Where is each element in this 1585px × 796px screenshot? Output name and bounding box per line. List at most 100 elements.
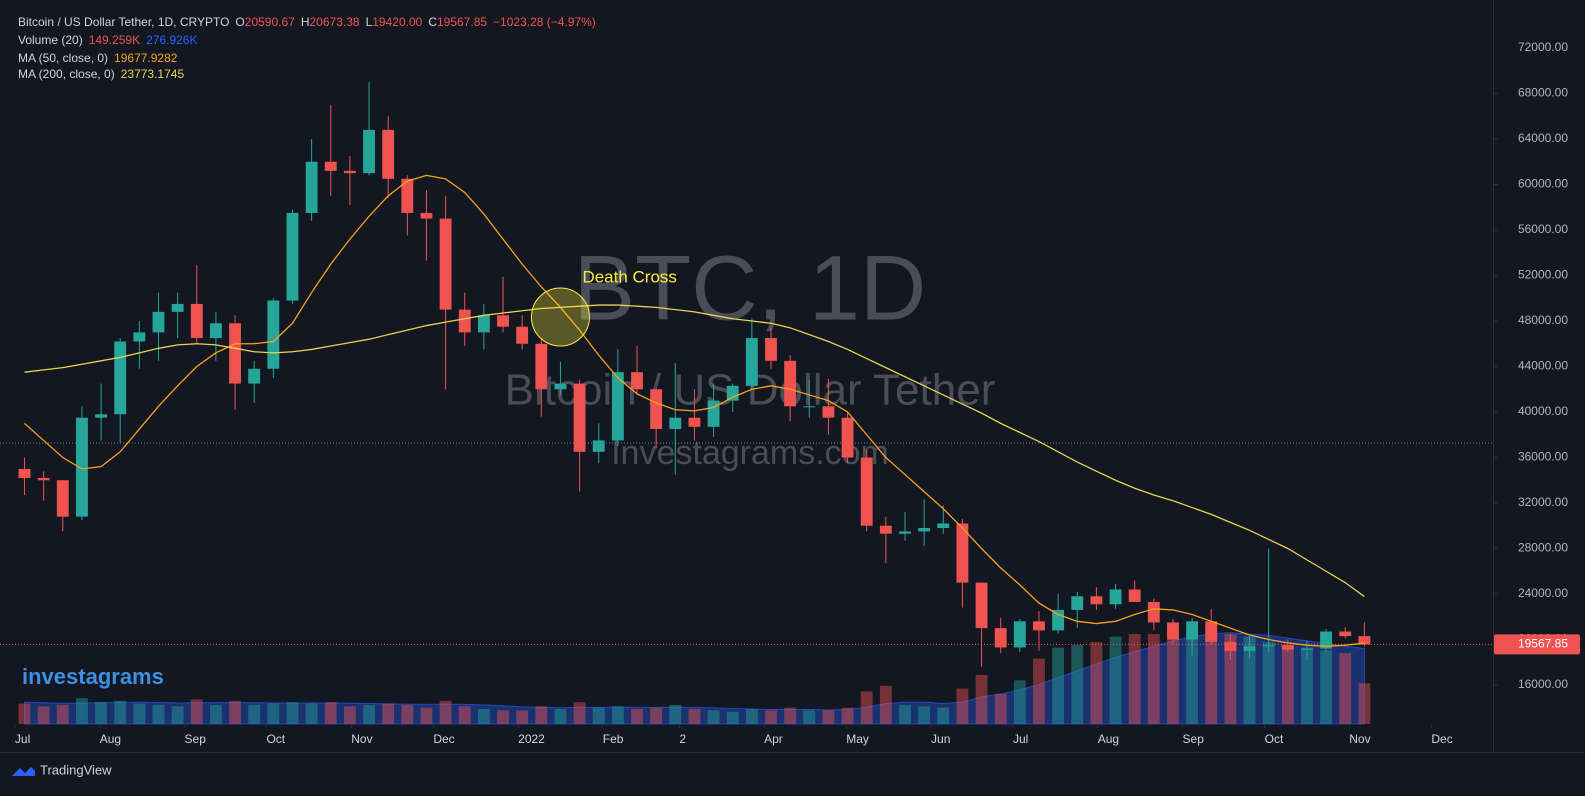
indicator-value: 276.926K bbox=[146, 33, 197, 47]
volume-bar bbox=[860, 691, 873, 724]
candle-body bbox=[879, 525, 892, 534]
volume-bar bbox=[822, 710, 835, 724]
volume-bar bbox=[267, 703, 280, 724]
y-tick-label: 56000.00 bbox=[1518, 222, 1568, 236]
volume-bar bbox=[229, 700, 241, 724]
volume-bar bbox=[305, 703, 318, 724]
footer-brand[interactable]: TradingView bbox=[40, 762, 112, 777]
candle-body bbox=[209, 323, 222, 339]
candle-body bbox=[918, 528, 931, 532]
volume-bar bbox=[1052, 647, 1065, 724]
volume-bar bbox=[1358, 683, 1371, 724]
x-tick-label: Dec bbox=[433, 732, 454, 746]
x-tick-label: 2022 bbox=[518, 732, 545, 746]
y-tick-label: 40000.00 bbox=[1518, 404, 1568, 418]
volume-bar bbox=[1013, 680, 1026, 724]
volume-bar bbox=[879, 685, 892, 724]
candle-body bbox=[1071, 596, 1084, 610]
candle-body bbox=[190, 303, 203, 339]
candle-body bbox=[650, 389, 663, 430]
volume-bar bbox=[669, 704, 682, 724]
volume-bar bbox=[1339, 653, 1352, 724]
candle-body bbox=[267, 300, 280, 369]
volume-bar bbox=[784, 707, 797, 724]
candle-body bbox=[745, 338, 758, 386]
x-tick-label: Nov bbox=[1349, 732, 1370, 746]
volume-bar bbox=[611, 706, 624, 724]
candle-body bbox=[1243, 646, 1256, 651]
candle-body bbox=[516, 326, 529, 344]
candle-body bbox=[305, 161, 318, 213]
x-tick-label: Jun bbox=[931, 732, 950, 746]
candle-body bbox=[956, 523, 969, 583]
candle-body bbox=[95, 414, 107, 418]
symbol: Bitcoin / US Dollar Tether, 1D, CRYPTO bbox=[18, 15, 229, 29]
volume-bar bbox=[937, 707, 950, 724]
candle-body bbox=[439, 218, 452, 310]
candle-body bbox=[822, 406, 835, 418]
x-tick-label: Sep bbox=[1183, 732, 1205, 746]
candle-body bbox=[1147, 601, 1160, 623]
candle-body bbox=[1301, 648, 1313, 650]
candle-body bbox=[458, 309, 471, 333]
candle-body bbox=[324, 161, 337, 171]
header-line: MA (50, close, 0) 19677.9282 bbox=[18, 51, 178, 65]
volume-bar bbox=[75, 698, 88, 724]
volume-bar bbox=[1281, 644, 1294, 724]
candle-body bbox=[631, 372, 643, 390]
x-tick-label: Aug bbox=[100, 732, 121, 746]
volume-bar bbox=[1205, 628, 1218, 724]
volume-bar bbox=[1243, 636, 1256, 724]
volume-bar bbox=[56, 704, 69, 724]
candle-body bbox=[343, 170, 356, 174]
volume-bar bbox=[592, 707, 605, 724]
volume-bar bbox=[1109, 636, 1122, 724]
volume-bar bbox=[1071, 644, 1084, 724]
volume-bar bbox=[401, 704, 414, 724]
volume-bar bbox=[133, 703, 146, 724]
x-tick-label: Nov bbox=[351, 732, 372, 746]
candle-body bbox=[152, 311, 165, 333]
x-tick-label: Oct bbox=[266, 732, 285, 746]
candle-body bbox=[554, 383, 567, 390]
candle-body bbox=[803, 406, 816, 408]
volume-bar bbox=[1320, 650, 1333, 724]
volume-bar bbox=[688, 709, 701, 724]
candle-body bbox=[1186, 621, 1199, 640]
x-tick-label: 2 bbox=[679, 732, 686, 746]
ohlc-key: L bbox=[366, 15, 373, 29]
candle-body bbox=[688, 417, 701, 427]
ohlc-value: 19567.85 bbox=[437, 15, 487, 29]
y-tick-label: 44000.00 bbox=[1518, 359, 1568, 373]
volume-bar bbox=[439, 700, 452, 724]
volume-bar bbox=[803, 710, 816, 724]
candle-body bbox=[860, 457, 873, 526]
candle-body bbox=[611, 372, 624, 441]
candle-body bbox=[1224, 641, 1237, 651]
y-tick-label: 72000.00 bbox=[1518, 40, 1568, 54]
volume-bar bbox=[899, 704, 911, 724]
candle-body bbox=[994, 628, 1007, 648]
candle-body bbox=[1052, 609, 1065, 631]
candle-body bbox=[114, 341, 127, 415]
x-tick-label: Apr bbox=[764, 732, 783, 746]
watermark: BTC, 1D bbox=[574, 237, 927, 339]
indicator-value: 149.259K bbox=[89, 33, 140, 47]
volume-bar bbox=[516, 710, 529, 724]
y-tick-label: 16000.00 bbox=[1518, 677, 1568, 691]
x-tick-label: May bbox=[846, 732, 869, 746]
indicator-name: MA (200, close, 0) bbox=[18, 67, 115, 81]
ma-line bbox=[24, 174, 1365, 647]
y-tick-label: 48000.00 bbox=[1518, 313, 1568, 327]
y-tick-label: 64000.00 bbox=[1518, 131, 1568, 145]
x-tick-label: Feb bbox=[603, 732, 624, 746]
header-line: MA (200, close, 0) 23773.1745 bbox=[18, 67, 184, 81]
volume-bar bbox=[248, 704, 261, 724]
candle-body bbox=[1033, 621, 1045, 631]
volume-bar bbox=[1186, 631, 1199, 724]
indicator-value: 23773.1745 bbox=[121, 67, 185, 81]
ohlc-value: 20590.67 bbox=[245, 15, 295, 29]
volume-bar bbox=[975, 674, 988, 724]
ohlc-value: 20673.38 bbox=[310, 15, 360, 29]
candle-body bbox=[1090, 596, 1103, 605]
